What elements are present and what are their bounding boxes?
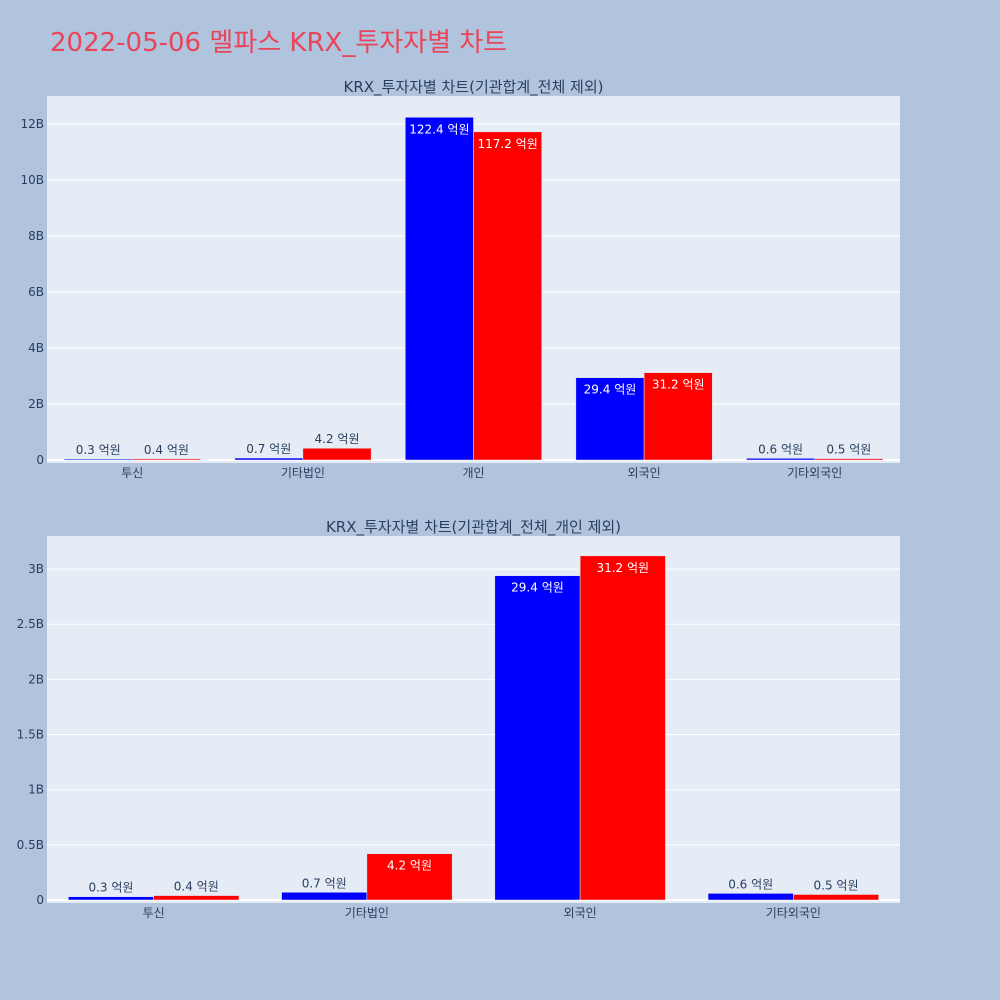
bar	[68, 896, 154, 901]
x-tick-label: 기타외국인	[766, 906, 821, 920]
bar	[366, 853, 453, 901]
data-label: 0.4 억원	[144, 443, 189, 457]
data-label: 31.2 억원	[652, 378, 705, 392]
y-tick-label: 0	[36, 453, 44, 467]
chart-title: KRX_투자자별 차트(기관합계_전체_개인 제외)	[326, 518, 621, 537]
x-tick-label: 투신	[143, 906, 165, 920]
chart-bottom: KRX_투자자별 차트(기관합계_전체_개인 제외) 0 0.5B 1B 1.5B 2B 2…	[17, 518, 900, 920]
bar	[746, 458, 815, 461]
bar	[494, 575, 581, 901]
bar	[575, 377, 645, 461]
bar	[814, 458, 884, 461]
plot-area	[47, 536, 900, 903]
data-label: 29.4 억원	[584, 383, 637, 397]
bar	[707, 893, 794, 901]
x-tick-label: 개인	[462, 466, 484, 480]
data-label: 0.4 억원	[174, 880, 219, 894]
x-tick-label: 기타법인	[281, 466, 325, 480]
x-tick-label: 외국인	[564, 906, 597, 920]
data-label: 0.3 억원	[88, 881, 133, 895]
chart-title: KRX_투자자별 차트(기관합계_전체 제외)	[344, 78, 604, 97]
data-label: 29.4 억원	[511, 581, 564, 595]
x-tick-label: 기타법인	[345, 906, 389, 920]
y-tick-label: 12B	[20, 117, 44, 131]
bar	[405, 117, 474, 461]
data-label: 122.4 억원	[409, 122, 469, 136]
bar	[643, 372, 713, 461]
bar	[132, 458, 201, 461]
bar	[234, 457, 304, 461]
x-tick-label: 기타외국인	[787, 466, 842, 480]
data-label: 0.5 억원	[826, 443, 871, 457]
x-tick-label: 투신	[121, 466, 143, 480]
y-tick-label: 6B	[28, 285, 44, 299]
bar	[153, 895, 240, 901]
y-tick-label: 8B	[28, 229, 44, 243]
y-tick-label: 10B	[20, 173, 44, 187]
chart-top: KRX_투자자별 차트(기관합계_전체 제외) 0 2B 4B 6B 8B 10B 12B 투신…	[20, 78, 900, 480]
y-tick-label: 3B	[28, 562, 44, 576]
data-label: 0.5 억원	[814, 878, 859, 892]
data-label: 0.3 억원	[76, 443, 121, 457]
bar	[579, 555, 666, 901]
data-label: 0.7 억원	[302, 876, 347, 890]
data-label: 0.6 억원	[728, 877, 773, 891]
bar	[302, 447, 372, 461]
data-label: 4.2 억원	[387, 859, 432, 873]
y-tick-label: 2B	[28, 397, 44, 411]
y-tick-label: 2.5B	[17, 617, 44, 631]
data-label: 0.6 억원	[758, 442, 803, 456]
page-title: 2022-05-06 멜파스 KRX_투자자별 차트	[50, 28, 508, 58]
data-label: 0.7 억원	[246, 442, 291, 456]
data-label: 117.2 억원	[477, 137, 537, 151]
data-label: 4.2 억원	[315, 432, 360, 446]
y-tick-label: 1.5B	[17, 728, 44, 742]
x-tick-label: 외국인	[628, 466, 661, 480]
y-tick-label: 2B	[28, 672, 44, 686]
y-tick-label: 0.5B	[17, 838, 44, 852]
bar	[281, 892, 368, 901]
data-label: 31.2 억원	[596, 561, 649, 575]
y-tick-label: 4B	[28, 341, 44, 355]
y-tick-label: 0	[36, 893, 44, 907]
bar	[473, 131, 542, 461]
bar	[793, 894, 879, 901]
bar	[63, 458, 133, 461]
y-tick-label: 1B	[28, 783, 44, 797]
